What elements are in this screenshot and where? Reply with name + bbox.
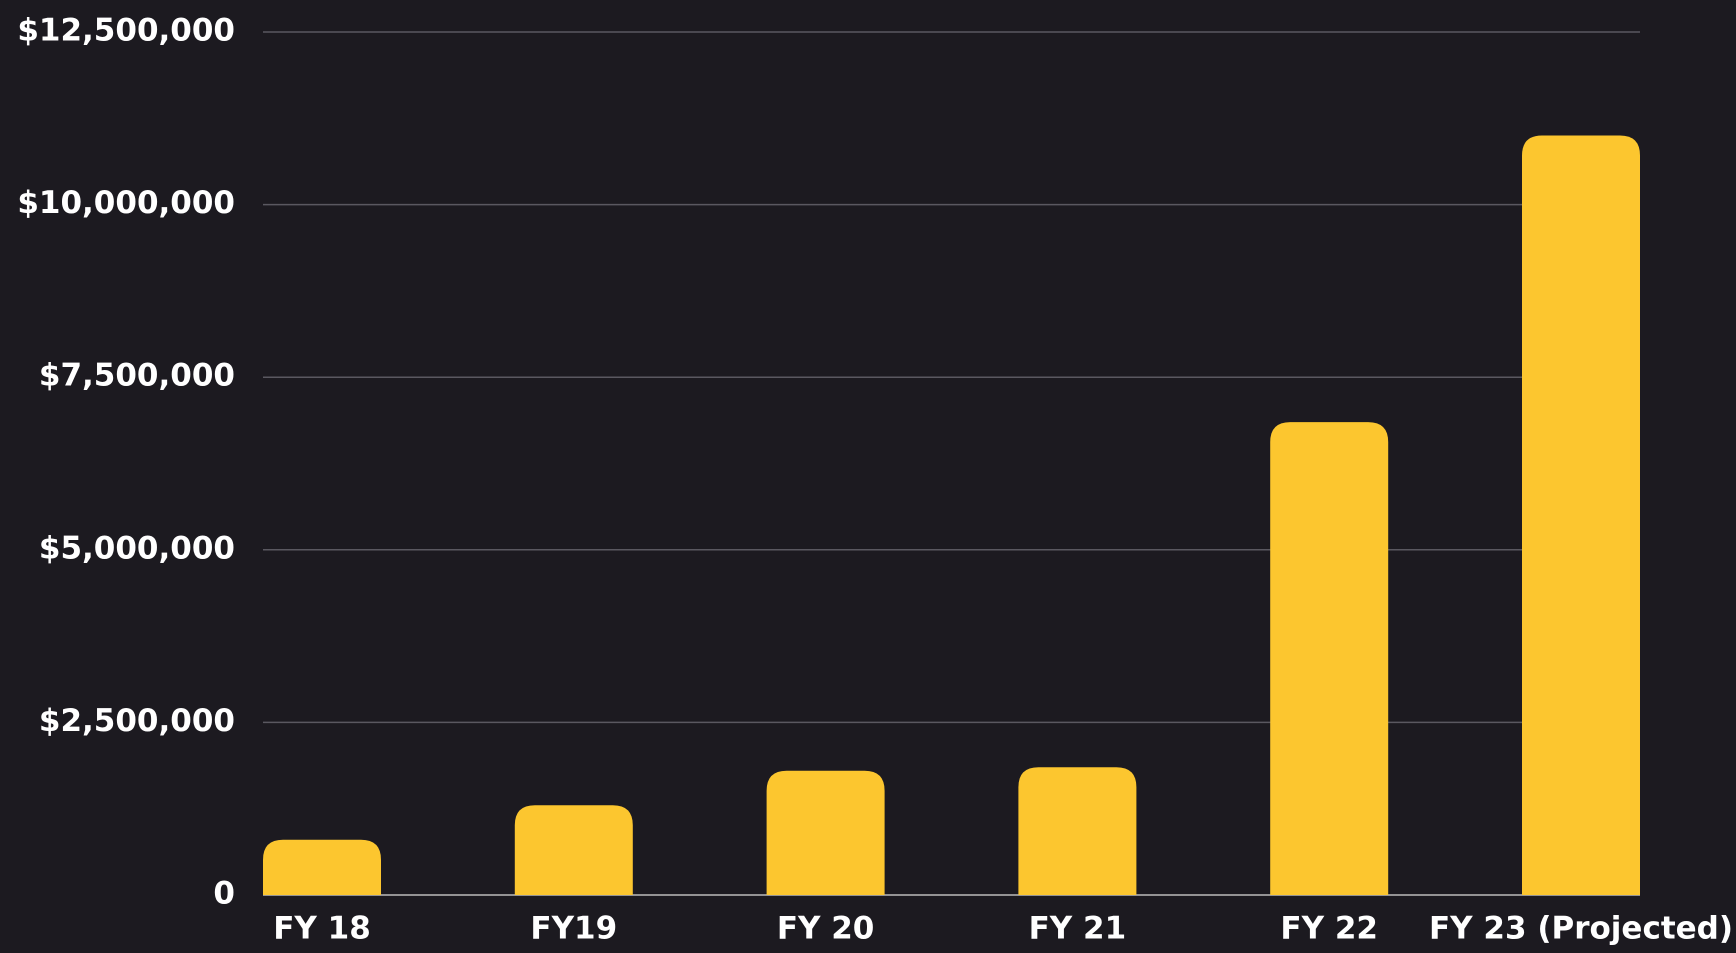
bar xyxy=(1522,135,1640,895)
bar xyxy=(514,805,633,895)
bar xyxy=(263,839,381,895)
bar xyxy=(1270,422,1389,895)
bar xyxy=(1018,767,1137,895)
y-tick-label: $7,500,000 xyxy=(39,358,235,394)
y-tick-label: $10,000,000 xyxy=(17,185,235,221)
y-tick-label: $5,000,000 xyxy=(39,530,235,566)
x-tick-label: FY19 xyxy=(530,911,617,947)
y-tick-label: $2,500,000 xyxy=(39,703,235,739)
x-tick-label: FY 20 xyxy=(777,911,875,947)
x-tick-label: FY 18 xyxy=(273,911,371,947)
y-tick-label: $12,500,000 xyxy=(17,13,235,49)
x-tick-label: FY 22 xyxy=(1280,911,1378,947)
x-tick-label: FY 21 xyxy=(1029,911,1127,947)
bar xyxy=(766,770,885,895)
y-tick-label: 0 xyxy=(213,876,235,912)
x-tick-label: FY 23 (Projected) xyxy=(1429,911,1733,947)
